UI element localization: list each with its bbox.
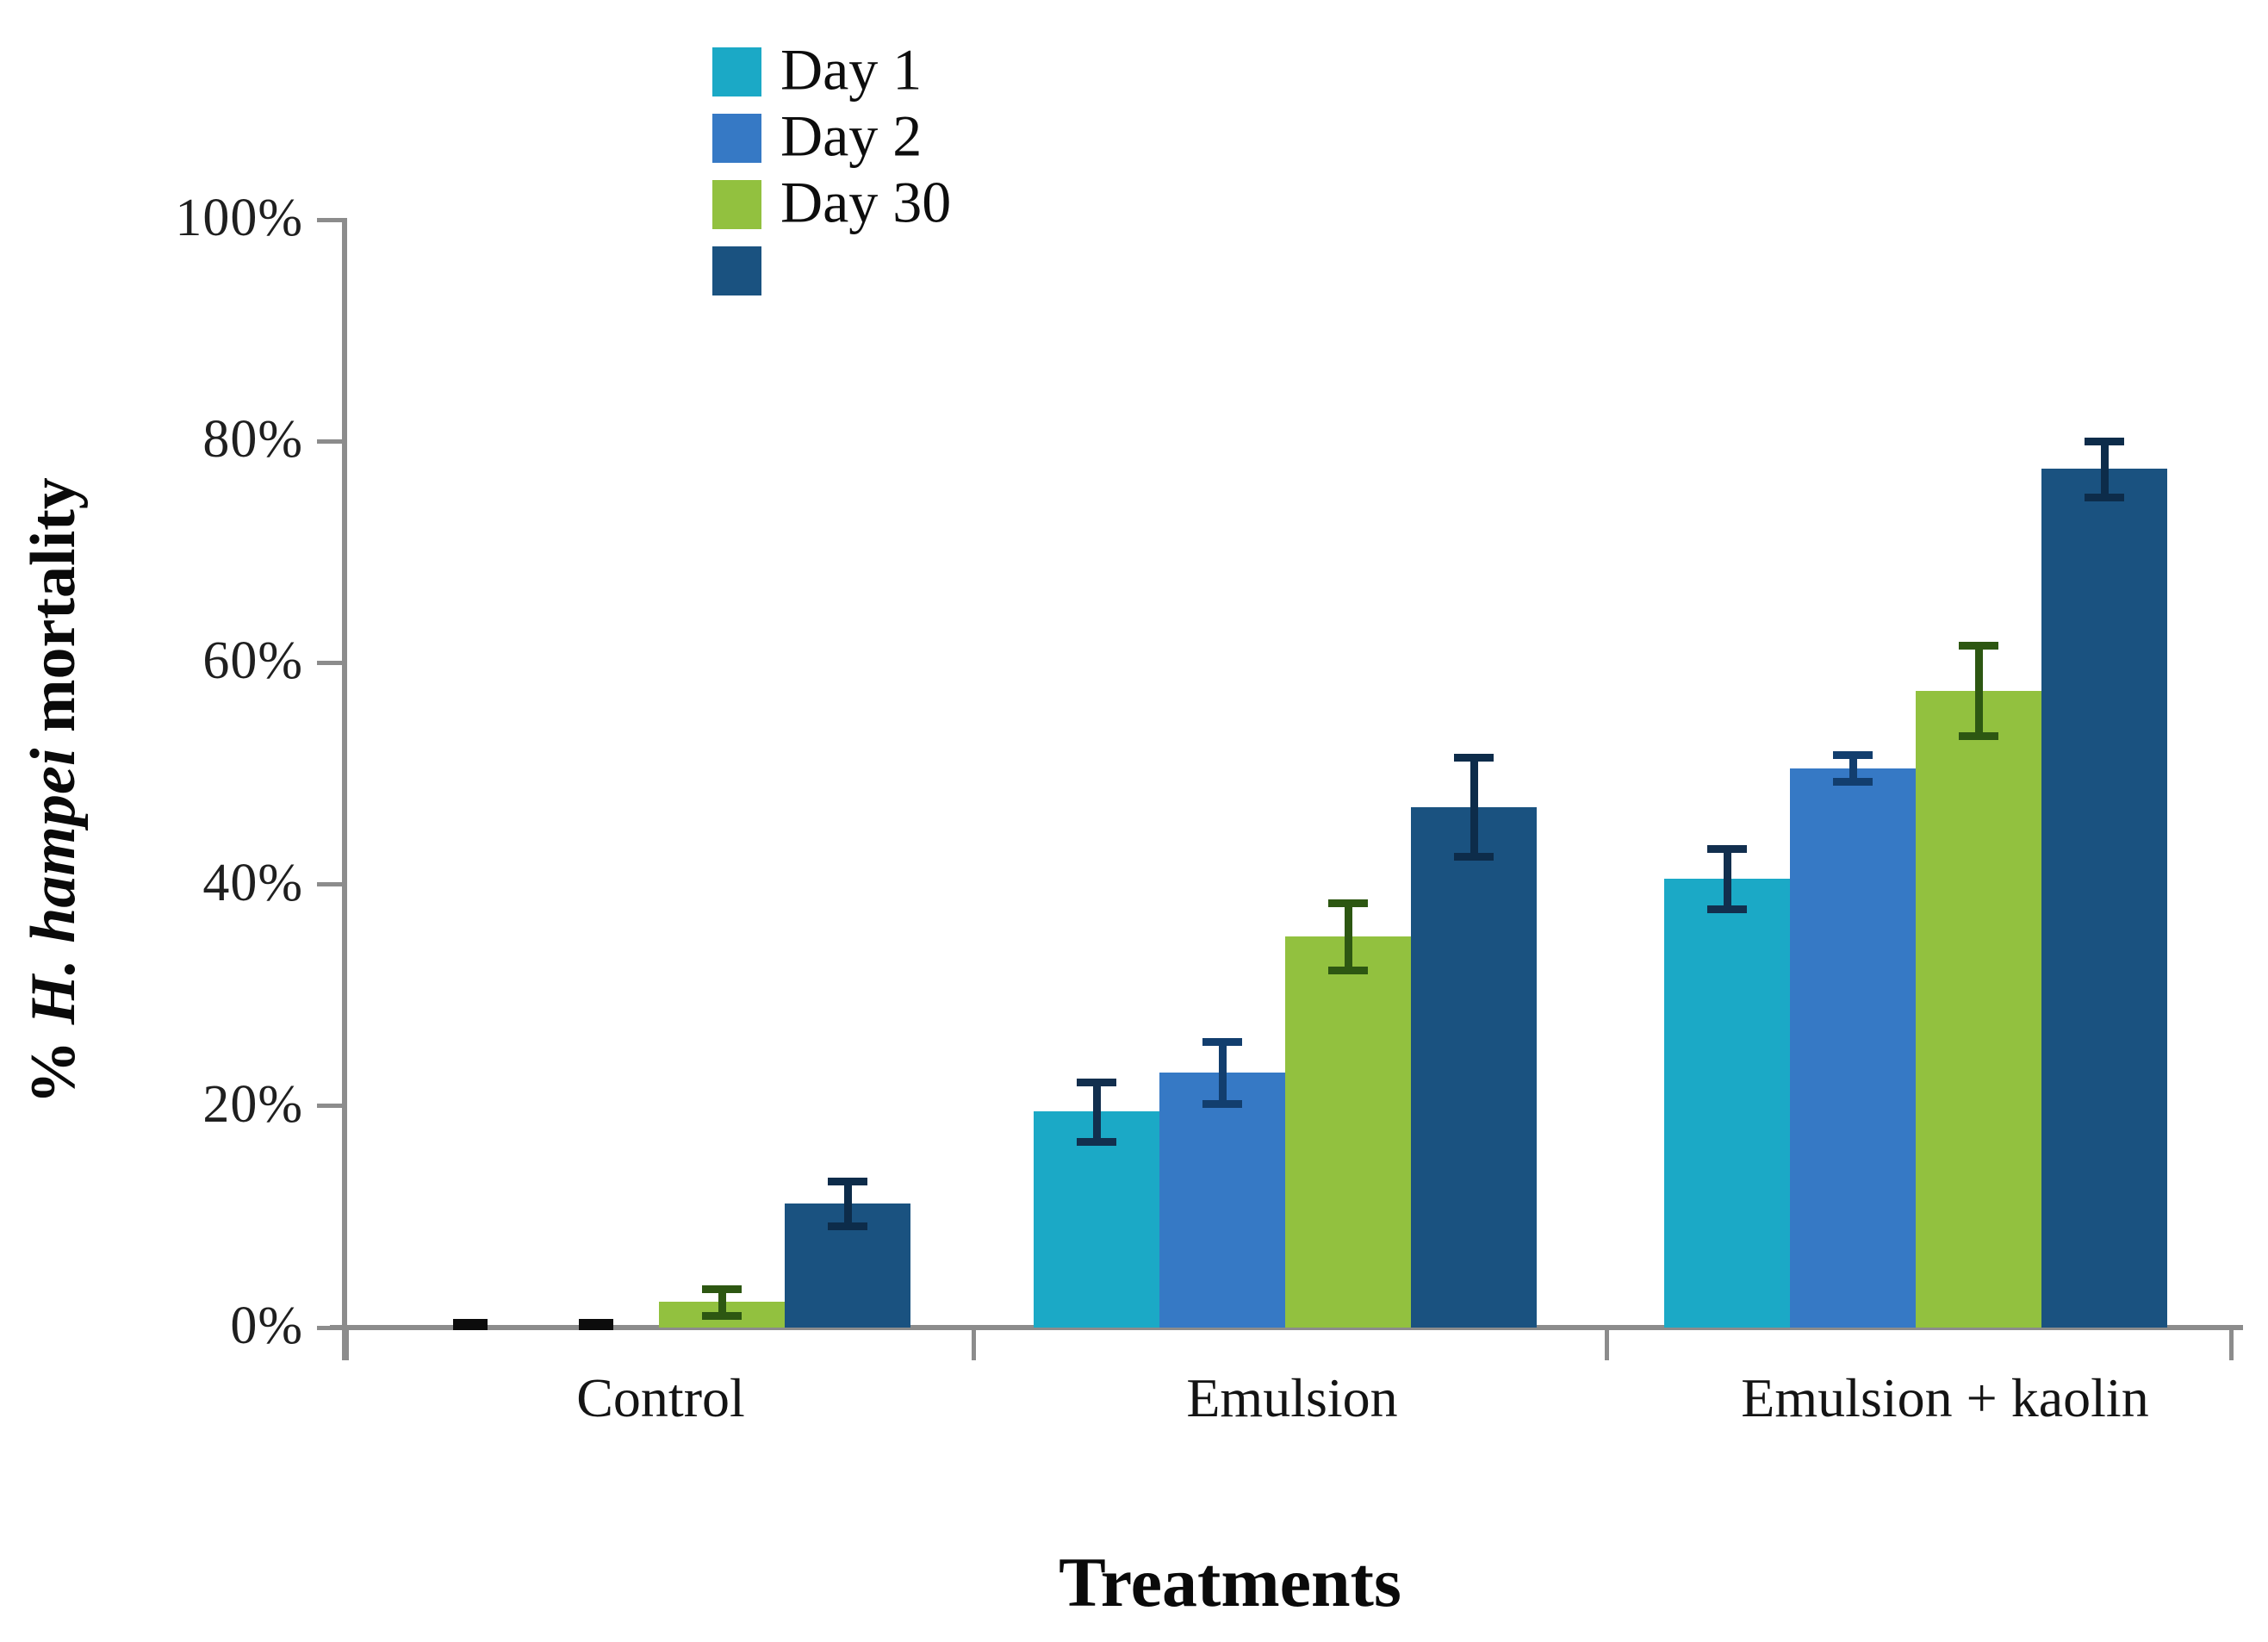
- error-bar-stem: [843, 1181, 852, 1226]
- error-bar-cap-top: [702, 1284, 742, 1293]
- bar: [2041, 469, 2167, 1328]
- error-bar-cap-bottom: [702, 1311, 742, 1320]
- error-bar-stem: [1723, 849, 1731, 909]
- y-axis-line: [342, 218, 347, 1360]
- bar: [1285, 936, 1411, 1328]
- error-bar-cap-bottom: [1077, 1137, 1116, 1146]
- x-axis-separator-tick: [2228, 1328, 2234, 1360]
- error-bar-cap-top: [2085, 438, 2124, 446]
- error-bar-stem: [1849, 755, 1857, 781]
- legend-label: Day 30: [780, 168, 952, 234]
- error-bar-stem: [718, 1288, 726, 1315]
- category-label: Emulsion: [1186, 1367, 1398, 1428]
- x-axis-separator-tick: [1604, 1328, 1609, 1360]
- x-axis-line: [330, 1325, 2243, 1330]
- bar: [1664, 879, 1790, 1328]
- error-bar-cap-top: [1833, 751, 1873, 760]
- bar: [1411, 806, 1537, 1328]
- error-bar-stem: [2100, 441, 2109, 497]
- x-axis-title: Treatments: [1059, 1543, 1401, 1621]
- y-axis-tick-label: 80%: [202, 410, 303, 470]
- error-bar-stem: [1974, 644, 1983, 737]
- error-bar-cap-top: [1454, 753, 1494, 762]
- bar: [1159, 1073, 1285, 1328]
- y-axis-title-species: H. hampei: [18, 748, 89, 1025]
- y-axis-tick: [317, 438, 345, 444]
- error-bar-stem: [1470, 756, 1478, 857]
- legend-label: Day 2: [780, 102, 923, 168]
- legend-swatch: [712, 180, 761, 229]
- category-label: Emulsion + kaolin: [1741, 1367, 2149, 1428]
- y-axis-title-prefix: %: [18, 1024, 89, 1104]
- y-axis-tick-label: 40%: [202, 853, 303, 912]
- error-bar-stem: [1344, 903, 1352, 970]
- y-axis-tick-label: 0%: [230, 1297, 303, 1356]
- error-bar-cap-bottom: [1707, 905, 1747, 913]
- error-bar-cap-bottom: [1328, 966, 1368, 974]
- y-axis-tick-label: 60%: [202, 631, 303, 691]
- legend-label: Day 1: [780, 35, 923, 102]
- error-bar-cap-bottom: [2085, 493, 2124, 501]
- zero-value-dash: [579, 1319, 613, 1330]
- error-bar-cap-top: [1707, 845, 1747, 854]
- y-axis-title-suffix: mortality: [18, 477, 89, 749]
- error-bar-cap-bottom: [1959, 732, 1998, 741]
- y-axis-title: % H. hampei mortality: [14, 231, 93, 1351]
- zero-value-dash: [453, 1319, 488, 1330]
- error-bar-cap-bottom: [1833, 778, 1873, 786]
- error-bar-cap-bottom: [1454, 853, 1494, 861]
- error-bar-cap-bottom: [1202, 1100, 1242, 1109]
- x-axis-separator-tick: [344, 1328, 349, 1360]
- error-bar-cap-top: [1202, 1038, 1242, 1047]
- y-axis-tick: [317, 660, 345, 665]
- y-axis-tick-label: 20%: [202, 1074, 303, 1134]
- error-bar-stem: [1092, 1081, 1101, 1141]
- error-bar-cap-top: [1328, 899, 1368, 908]
- y-axis-tick-label: 100%: [175, 189, 303, 248]
- y-axis-tick: [317, 217, 345, 222]
- category-label: Control: [576, 1367, 745, 1428]
- error-bar-cap-top: [1077, 1078, 1116, 1086]
- bar: [1034, 1111, 1159, 1328]
- legend-swatch: [712, 47, 761, 96]
- error-bar-cap-top: [828, 1178, 867, 1186]
- y-axis-tick: [317, 882, 345, 887]
- y-axis-tick: [317, 1104, 345, 1109]
- error-bar-cap-bottom: [828, 1222, 867, 1230]
- legend-swatch: [712, 246, 761, 295]
- bar: [1916, 690, 2041, 1328]
- bar: [1790, 768, 1916, 1328]
- error-bar-stem: [1218, 1042, 1227, 1104]
- x-axis-separator-tick: [971, 1328, 976, 1360]
- error-bar-cap-top: [1959, 641, 1998, 650]
- legend-swatch: [712, 114, 761, 163]
